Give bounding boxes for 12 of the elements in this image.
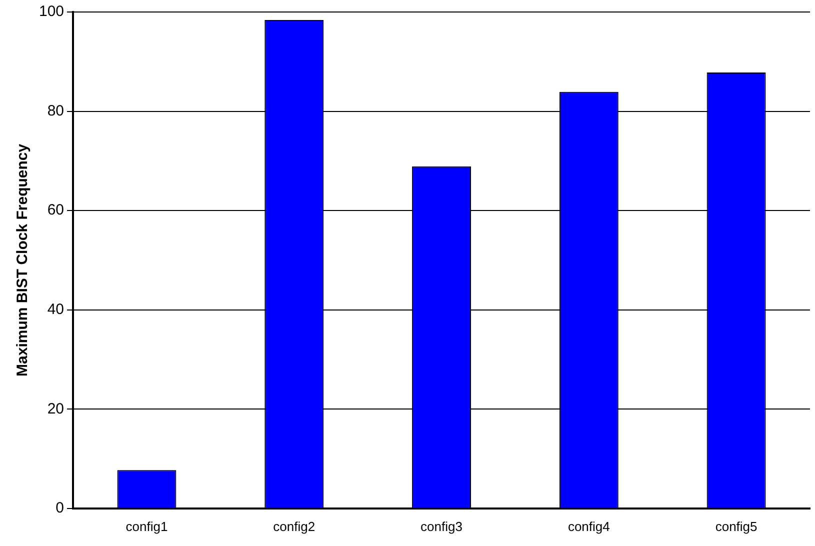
x-tick-label: config3 xyxy=(420,518,462,534)
y-tick-label: 100 xyxy=(38,3,64,20)
x-tick-label: config1 xyxy=(126,518,168,534)
y-tick-label: 20 xyxy=(47,400,64,418)
x-tick-label: config2 xyxy=(273,518,316,534)
y-tick-label: 40 xyxy=(47,300,64,318)
y-tick-label: 80 xyxy=(47,102,64,120)
x-tick-label: config5 xyxy=(715,518,758,534)
x-tick-label: config4 xyxy=(568,518,610,534)
y-tick-label: 60 xyxy=(47,202,64,219)
y-tick-label: 0 xyxy=(56,500,64,517)
y-axis-title: Maximum BIST Clock Frequency xyxy=(14,143,32,376)
